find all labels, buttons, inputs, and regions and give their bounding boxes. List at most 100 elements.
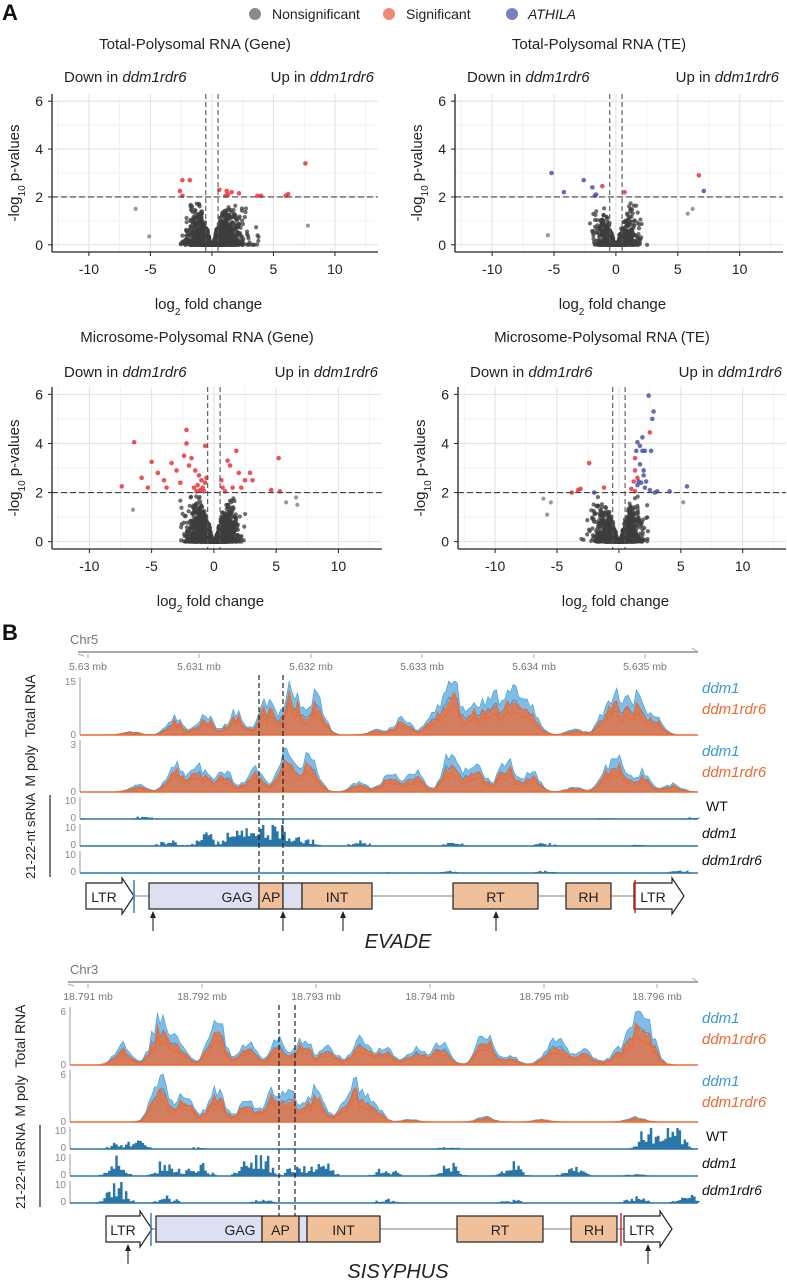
point-nonsignificant xyxy=(593,212,598,218)
point-nonsignificant xyxy=(591,233,596,238)
y-tick-label: 0 xyxy=(35,534,43,550)
point-nonsignificant xyxy=(182,238,188,243)
point-significant xyxy=(276,455,281,461)
point-nonsignificant xyxy=(206,239,212,244)
legend-label-significant: Significant xyxy=(406,6,471,22)
point-nonsignificant xyxy=(599,505,604,510)
y-tick-label: 6 xyxy=(438,93,446,109)
point-significant xyxy=(196,473,202,478)
point-significant xyxy=(197,487,203,493)
point-nonsignificant xyxy=(207,242,212,247)
point-nonsignificant xyxy=(634,203,639,208)
point-nonsignificant xyxy=(628,201,633,206)
point-nonsignificant xyxy=(236,224,241,230)
point-nonsignificant xyxy=(231,515,236,520)
y-axis-label: -log10 p-values xyxy=(409,124,431,221)
y-tick-label: 2 xyxy=(35,189,43,205)
point-nonsignificant xyxy=(233,538,238,544)
point-nonsignificant xyxy=(632,218,637,224)
point-nonsignificant xyxy=(196,218,201,223)
volcano-microsome-te: Microsome-Polysomal RNA (TE)Down in ddm1… xyxy=(412,329,786,615)
point-nonsignificant xyxy=(191,530,196,535)
point-significant xyxy=(238,485,244,490)
point-nonsignificant xyxy=(604,241,609,246)
point-significant xyxy=(164,485,169,490)
point-significant xyxy=(202,480,208,486)
point-nonsignificant xyxy=(233,512,238,517)
point-significant xyxy=(224,188,229,194)
point-significant xyxy=(236,470,242,476)
plot-title: Total-Polysomal RNA (TE) xyxy=(512,36,686,53)
point-nonsignificant xyxy=(147,234,152,239)
point-nonsignificant xyxy=(182,242,188,247)
point-nonsignificant xyxy=(229,235,234,240)
x-tick-label: 10 xyxy=(327,261,343,277)
point-nonsignificant xyxy=(220,527,225,532)
point-nonsignificant xyxy=(255,233,260,238)
point-significant xyxy=(169,460,174,466)
point-nonsignificant xyxy=(244,229,250,234)
y-axis-label: -log10 p-values xyxy=(6,419,28,516)
point-nonsignificant xyxy=(243,210,248,215)
point-significant xyxy=(225,458,230,463)
x-tick-label: -5 xyxy=(548,261,561,277)
point-nonsignificant xyxy=(179,505,184,510)
point-nonsignificant xyxy=(644,242,650,247)
point-nonsignificant xyxy=(630,211,635,216)
point-nonsignificant xyxy=(590,228,595,234)
point-nonsignificant xyxy=(602,206,607,211)
point-nonsignificant xyxy=(186,509,191,514)
point-nonsignificant xyxy=(199,510,204,516)
point-nonsignificant xyxy=(188,224,193,229)
point-nonsignificant xyxy=(229,500,234,505)
point-significant xyxy=(189,455,194,461)
point-nonsignificant xyxy=(198,524,204,529)
point-nonsignificant xyxy=(226,502,231,507)
point-nonsignificant xyxy=(223,518,228,524)
point-nonsignificant xyxy=(187,533,192,538)
point-nonsignificant xyxy=(203,514,208,519)
point-nonsignificant xyxy=(625,221,630,226)
point-nonsignificant xyxy=(591,502,596,507)
x-tick-label: 10 xyxy=(331,558,347,574)
point-nonsignificant xyxy=(190,522,195,527)
plot-title: Total-Polysomal RNA (Gene) xyxy=(99,36,291,53)
point-nonsignificant xyxy=(220,232,225,237)
point-nonsignificant xyxy=(637,236,643,242)
point-nonsignificant xyxy=(284,500,289,505)
point-nonsignificant xyxy=(220,538,225,543)
y-tick-label: 2 xyxy=(438,189,446,205)
y-tick-label: 6 xyxy=(35,386,43,402)
x-axis-label: log2 fold change xyxy=(157,593,264,615)
point-nonsignificant xyxy=(202,239,207,244)
point-significant xyxy=(139,475,144,481)
point-significant xyxy=(236,191,242,196)
point-nonsignificant xyxy=(182,531,187,537)
point-nonsignificant xyxy=(199,218,204,223)
point-significant xyxy=(119,484,125,489)
point-nonsignificant xyxy=(224,523,229,528)
point-nonsignificant xyxy=(193,223,198,228)
point-significant xyxy=(181,453,187,459)
point-nonsignificant xyxy=(217,527,222,532)
point-significant xyxy=(622,189,627,195)
point-nonsignificant xyxy=(218,215,224,220)
y-tick-label: 2 xyxy=(35,485,43,501)
point-nonsignificant xyxy=(184,220,189,225)
point-significant xyxy=(177,480,183,486)
point-nonsignificant xyxy=(625,212,630,217)
point-nonsignificant xyxy=(195,527,200,532)
point-athila xyxy=(701,188,707,194)
point-nonsignificant xyxy=(133,206,138,212)
point-athila xyxy=(561,189,567,195)
x-axis-label: log2 fold change xyxy=(155,296,262,318)
point-nonsignificant xyxy=(629,214,634,219)
point-significant xyxy=(187,177,193,183)
point-nonsignificant xyxy=(230,508,235,513)
point-nonsignificant xyxy=(594,230,599,236)
point-nonsignificant xyxy=(246,236,251,241)
point-nonsignificant xyxy=(189,233,194,238)
point-significant xyxy=(191,485,197,490)
point-nonsignificant xyxy=(194,504,199,509)
point-significant xyxy=(202,443,208,449)
